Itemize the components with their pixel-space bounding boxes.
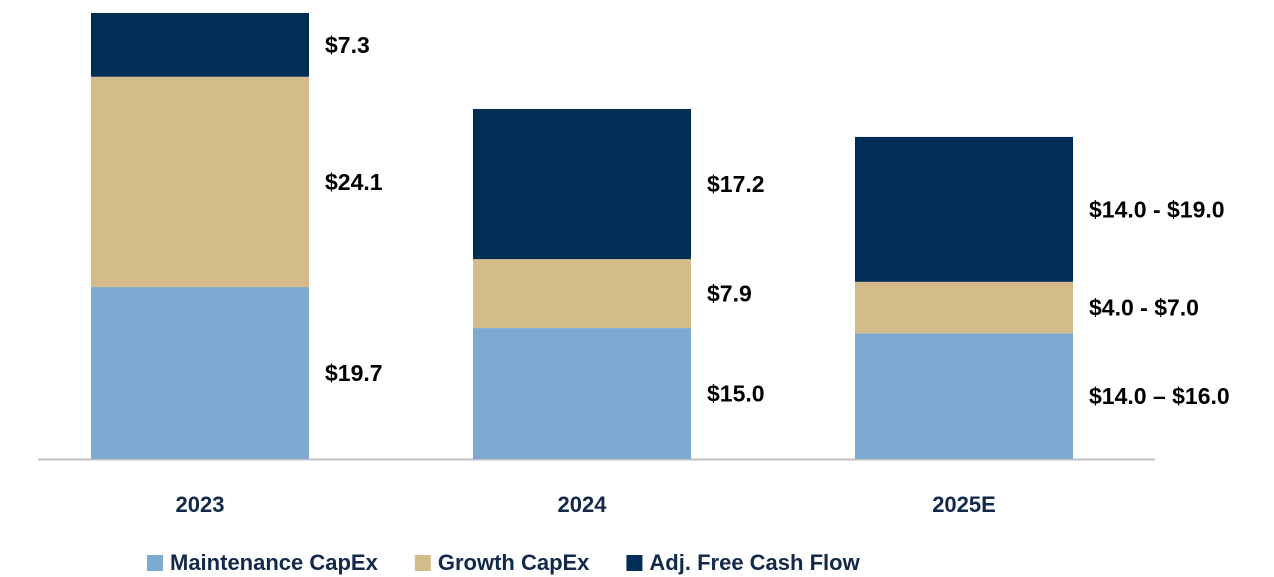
legend-label: Adj. Free Cash Flow <box>649 550 860 575</box>
x-tick-label: 2025E <box>932 492 996 517</box>
legend-swatch <box>626 555 643 571</box>
data-label: $15.0 <box>707 381 765 407</box>
legend-swatch <box>414 555 431 571</box>
bar-segment <box>91 13 309 77</box>
bar-segment <box>855 281 1073 334</box>
bar-segment <box>473 109 691 260</box>
data-label: $14.0 – $16.0 <box>1089 383 1230 409</box>
x-tick-label: 2023 <box>176 492 225 517</box>
data-label: $4.0 - $7.0 <box>1089 295 1199 321</box>
bar-segment <box>91 287 309 459</box>
bar-segment <box>473 259 691 329</box>
data-label: $17.2 <box>707 171 765 197</box>
x-tick-label: 2024 <box>558 492 608 517</box>
bar-segment <box>855 333 1073 459</box>
legend-label: Maintenance CapEx <box>170 550 379 575</box>
data-label: $19.7 <box>325 360 383 386</box>
legend-swatch <box>147 555 163 571</box>
bar-segment <box>91 76 309 288</box>
data-label: $7.9 <box>707 281 752 307</box>
bar-segment <box>855 136 1073 282</box>
data-label: $24.1 <box>325 169 383 195</box>
data-label: $7.3 <box>325 32 370 58</box>
bar-segment <box>473 328 691 459</box>
legend-label: Growth CapEx <box>438 550 590 575</box>
data-label: $14.0 - $19.0 <box>1089 196 1225 222</box>
